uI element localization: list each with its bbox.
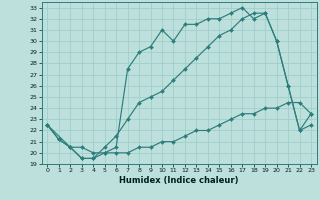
X-axis label: Humidex (Indice chaleur): Humidex (Indice chaleur) <box>119 176 239 185</box>
